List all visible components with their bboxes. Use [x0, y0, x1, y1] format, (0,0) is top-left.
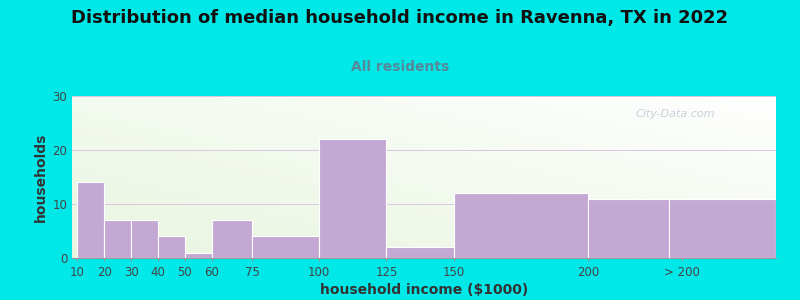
Bar: [212, 220, 252, 258]
Text: City-Data.com: City-Data.com: [635, 109, 714, 119]
Bar: [454, 193, 588, 258]
Bar: [185, 253, 212, 258]
Bar: [588, 199, 669, 258]
Bar: [252, 236, 319, 258]
X-axis label: household income ($1000): household income ($1000): [320, 283, 528, 297]
Bar: [319, 139, 386, 258]
Bar: [669, 199, 776, 258]
Text: All residents: All residents: [351, 60, 449, 74]
Bar: [158, 236, 185, 258]
Bar: [131, 220, 158, 258]
Bar: [78, 182, 104, 258]
Text: Distribution of median household income in Ravenna, TX in 2022: Distribution of median household income …: [71, 9, 729, 27]
Y-axis label: households: households: [34, 132, 48, 222]
Bar: [386, 247, 454, 258]
Bar: [104, 220, 131, 258]
